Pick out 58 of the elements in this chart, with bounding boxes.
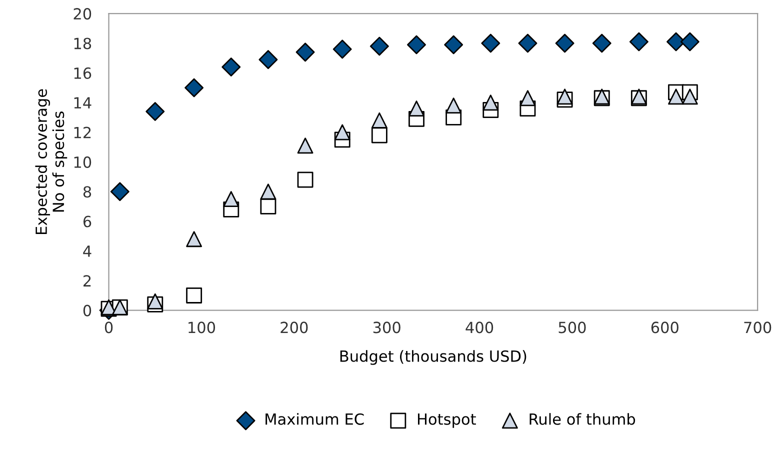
point	[184, 78, 204, 98]
y-tick-label: 8	[83, 186, 92, 198]
point	[680, 32, 700, 52]
x-tick-label: 100	[188, 322, 216, 334]
y-tick-label: 16	[74, 67, 92, 79]
point	[407, 35, 426, 54]
y-tick-label: 20	[74, 8, 92, 20]
point	[110, 182, 130, 202]
x-tick-label: 400	[466, 322, 494, 334]
legend-label: Hotspot	[418, 414, 476, 428]
point	[481, 34, 500, 53]
point	[260, 198, 276, 214]
point	[258, 50, 278, 70]
point	[682, 88, 698, 105]
point	[482, 94, 499, 111]
point	[296, 42, 315, 62]
y-tick-label: 14	[74, 97, 92, 108]
point	[370, 36, 389, 56]
point	[629, 32, 648, 52]
point	[297, 172, 314, 188]
x-axis-title: Budget (thousands USD)	[340, 350, 526, 365]
x-tick-label: 0	[104, 322, 113, 334]
x-tick-label: 500	[558, 322, 586, 334]
x-tick-label: 200	[280, 322, 308, 334]
y-axis-title: Expected coverage No of species	[35, 89, 68, 234]
y-tick-label: 18	[74, 38, 92, 50]
point	[446, 98, 462, 114]
point	[332, 40, 352, 59]
point	[371, 127, 388, 144]
y-tick-label: 2	[84, 275, 91, 286]
point	[146, 102, 165, 121]
y-tick-label: 10	[74, 156, 92, 168]
point	[186, 287, 202, 304]
point	[222, 58, 241, 76]
x-tick-label: 300	[373, 322, 400, 334]
point	[223, 191, 240, 208]
point	[520, 90, 536, 106]
y-tick-label: 4	[83, 246, 92, 257]
point	[260, 184, 276, 200]
point	[518, 34, 538, 53]
point	[186, 231, 202, 248]
x-tick-label: 600	[651, 322, 678, 334]
point	[556, 88, 573, 105]
point	[555, 34, 574, 53]
point	[147, 293, 164, 310]
point	[444, 35, 464, 54]
y-tick-label: 12	[74, 126, 91, 138]
point	[592, 34, 612, 53]
point	[668, 88, 684, 105]
y-tick-label: 6	[83, 216, 92, 228]
point	[371, 112, 388, 128]
point	[334, 124, 350, 140]
y-tick-label: 0	[83, 304, 92, 316]
legend-label: Rule of thumb	[530, 413, 636, 425]
point	[297, 138, 314, 154]
x-tick-label: 700	[744, 322, 772, 334]
point	[408, 100, 424, 117]
legend-label: Maximum EC	[266, 413, 364, 425]
